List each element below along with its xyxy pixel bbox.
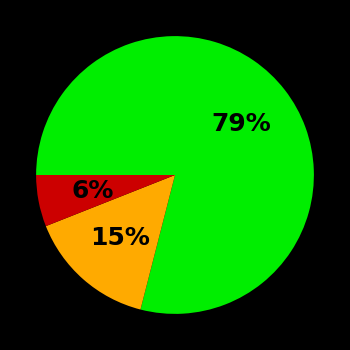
- Text: 6%: 6%: [72, 178, 114, 203]
- Text: 79%: 79%: [211, 112, 271, 136]
- Text: 15%: 15%: [90, 225, 150, 250]
- Wedge shape: [36, 175, 175, 226]
- Wedge shape: [36, 36, 314, 314]
- Wedge shape: [46, 175, 175, 309]
